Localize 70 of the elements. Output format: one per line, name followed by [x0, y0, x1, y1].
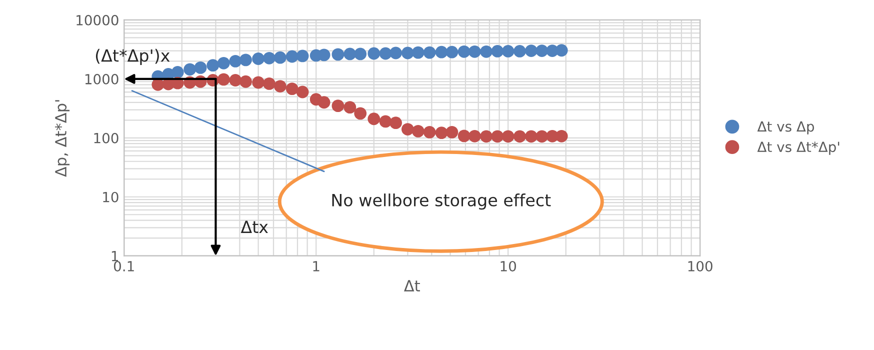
point	[344, 101, 356, 114]
point	[423, 126, 436, 138]
x-tick-label: 100	[688, 260, 712, 272]
point	[435, 126, 448, 140]
point	[171, 66, 184, 78]
point	[446, 46, 458, 58]
point	[401, 46, 414, 60]
point	[525, 130, 538, 143]
point	[423, 46, 436, 59]
point	[263, 77, 276, 90]
point	[332, 100, 344, 112]
point	[229, 74, 242, 86]
point	[217, 73, 230, 86]
y-axis-title: Δp, Δt*Δp'	[54, 100, 70, 177]
y-tick-label: 1	[112, 251, 118, 262]
point	[536, 130, 548, 143]
annotation: Δtx	[240, 220, 268, 233]
point	[354, 107, 367, 120]
point	[468, 45, 481, 58]
point	[446, 126, 458, 138]
point	[480, 45, 493, 58]
point	[194, 61, 207, 74]
point	[206, 59, 220, 72]
point	[412, 124, 424, 138]
point	[491, 45, 504, 58]
legend-label: Δt vs Δp	[757, 121, 814, 134]
point	[458, 45, 470, 58]
point	[344, 48, 356, 60]
point	[263, 52, 276, 64]
point	[274, 80, 286, 93]
point	[286, 82, 298, 96]
legend-label: Δt vs Δt*Δp'	[757, 142, 840, 155]
point	[240, 75, 252, 88]
point	[525, 44, 538, 57]
point	[514, 45, 526, 58]
y-tick-label: 1000	[85, 74, 118, 84]
point	[252, 52, 265, 65]
point	[296, 50, 309, 62]
point	[502, 45, 514, 58]
point	[435, 46, 448, 58]
point	[229, 54, 242, 68]
point	[296, 86, 309, 98]
x-tick-label: 1	[313, 261, 320, 272]
x-axis-title: Δt	[404, 280, 420, 292]
point	[412, 46, 424, 59]
point	[480, 130, 493, 143]
x-tick-label: 0.1	[114, 260, 134, 272]
y-tick-label: 10	[103, 192, 118, 202]
point	[286, 50, 298, 63]
x-tick-label: 10	[500, 260, 516, 272]
point	[184, 63, 196, 76]
point	[240, 54, 252, 66]
point	[354, 48, 367, 60]
y-tick-label: 10000	[76, 14, 118, 26]
point	[458, 130, 470, 142]
point	[401, 123, 414, 136]
point	[332, 48, 344, 61]
y-tick-label: 100	[94, 132, 118, 144]
point	[390, 116, 402, 130]
point	[468, 130, 481, 142]
annotation: No wellbore storage effect	[332, 194, 551, 210]
point	[536, 44, 548, 57]
point	[252, 76, 265, 89]
annotation: (Δt*Δp')x	[96, 48, 170, 66]
point	[502, 130, 514, 143]
point	[217, 56, 230, 70]
point	[274, 51, 286, 64]
point	[491, 130, 504, 143]
point	[514, 130, 526, 143]
point	[390, 46, 402, 60]
